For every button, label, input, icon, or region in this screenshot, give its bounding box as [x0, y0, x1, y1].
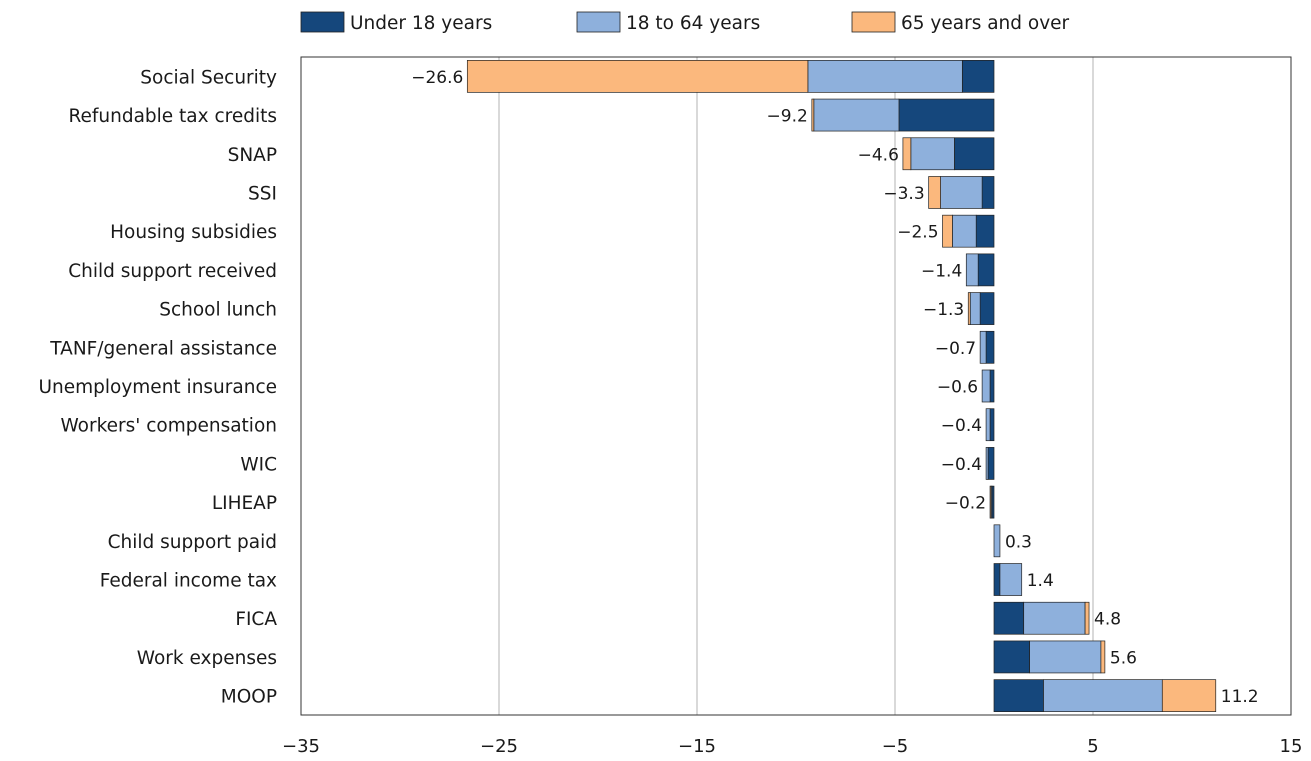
legend-swatch-18-to-64-years	[576, 11, 621, 33]
category-axis-labels: Social Security Refundable tax credits SNA…	[38, 67, 277, 707]
value-label-moop: 11.2	[1221, 687, 1259, 707]
x-tick-label: −35	[282, 736, 320, 757]
bar-segment-child-support-received-18-to-64-years	[965, 253, 979, 287]
bar-segment-social-security-18-to-64-years	[807, 60, 963, 93]
value-label-refundable-tax-credits: −9.2	[767, 107, 808, 127]
category-label-snap: SNAP	[228, 145, 277, 166]
bar-segment-ssi-65-years-and-over	[928, 176, 941, 209]
category-label-tanf-general-assistance: TANF/general assistance	[49, 338, 277, 359]
category-label-liheap: LIHEAP	[212, 493, 277, 514]
category-label-social-security: Social Security	[140, 67, 277, 88]
bar-stack-layer	[466, 60, 1217, 712]
value-label-fica: 4.8	[1094, 610, 1121, 630]
x-tick-label: 5	[1087, 736, 1098, 757]
legend-label-65-years-and-over: 65 years and over	[901, 13, 1070, 34]
bar-segment-tanf-general-assistance-under-18-years	[985, 330, 995, 364]
bar-segment-workers-compensation-under-18-years	[989, 408, 995, 442]
bar-segment-fica-18-to-64-years	[1023, 601, 1086, 635]
value-label-school-lunch: −1.3	[923, 300, 964, 320]
bar-segment-wic-under-18-years	[987, 447, 995, 480]
value-label-workers-compensation: −0.4	[941, 416, 982, 436]
bar-segment-unemployment-insurance-under-18-years	[989, 369, 995, 403]
bar-segment-wic-18-to-64-years	[985, 447, 989, 480]
value-label-unemployment-insurance: −0.6	[937, 378, 978, 398]
legend-swatch-under-18-years	[300, 11, 345, 33]
category-label-child-support-received: Child support received	[68, 261, 277, 282]
bar-segment-housing-subsidies-18-to-64-years	[952, 214, 977, 248]
bar-segment-refundable-tax-credits-under-18-years	[898, 98, 995, 132]
bar-segment-work-expenses-18-to-64-years	[1029, 640, 1102, 674]
value-label-tanf-general-assistance: −0.7	[935, 339, 976, 359]
bar-segment-workers-compensation-18-to-64-years	[985, 408, 991, 442]
bar-segment-refundable-tax-credits-18-to-64-years	[813, 98, 900, 132]
value-label-ssi: −3.3	[883, 184, 924, 204]
bar-segment-tanf-general-assistance-18-to-64-years	[979, 330, 987, 364]
value-label-snap: −4.6	[858, 145, 899, 165]
bar-segment-child-support-received-under-18-years	[977, 253, 995, 287]
value-label-wic: −0.4	[941, 455, 982, 475]
legend-label-18-to-64-years: 18 to 64 years	[626, 13, 760, 34]
bar-segment-school-lunch-65-years-and-over	[967, 292, 971, 325]
bar-segment-federal-income-tax-under-18-years	[993, 563, 1001, 596]
bar-segment-moop-under-18-years	[993, 679, 1044, 712]
bar-segment-child-support-paid-18-to-64-years	[993, 524, 1001, 558]
bar-segment-federal-income-tax-18-to-64-years	[999, 563, 1023, 596]
category-label-federal-income-tax: Federal income tax	[100, 571, 277, 592]
bar-segment-housing-subsidies-65-years-and-over	[942, 214, 953, 248]
bar-segment-school-lunch-18-to-64-years	[969, 292, 981, 325]
x-tick-label: 15	[1280, 736, 1303, 757]
bar-segment-fica-65-years-and-over	[1084, 601, 1090, 635]
bar-segment-moop-65-years-and-over	[1161, 679, 1217, 712]
x-axis-tick-labels: −35 −25 −15 −5 5 15	[282, 736, 1302, 757]
value-label-work-expenses: 5.6	[1110, 648, 1137, 668]
category-label-work-expenses: Work expenses	[137, 648, 277, 669]
value-label-child-support-paid: 0.3	[1005, 532, 1032, 552]
bar-segment-snap-65-years-and-over	[902, 137, 912, 171]
bar-segment-ssi-under-18-years	[981, 176, 995, 209]
bar-segment-work-expenses-65-years-and-over	[1100, 640, 1106, 674]
value-label-child-support-received: −1.4	[921, 261, 962, 281]
value-label-liheap: −0.2	[945, 494, 986, 514]
bar-segment-ssi-18-to-64-years	[940, 176, 983, 209]
category-label-workers-compensation: Workers' compensation	[60, 416, 277, 437]
chart-legend: Under 18 years 18 to 64 years 65 years and…	[300, 11, 1070, 34]
bar-segment-liheap-65-years-and-over	[989, 485, 992, 519]
category-label-wic: WIC	[240, 454, 277, 475]
bar-segment-snap-18-to-64-years	[910, 137, 955, 171]
category-label-moop: MOOP	[221, 687, 277, 708]
bar-segment-moop-18-to-64-years	[1043, 679, 1163, 712]
bar-segment-unemployment-insurance-18-to-64-years	[981, 369, 991, 403]
bar-segment-snap-under-18-years	[954, 137, 995, 171]
category-label-child-support-paid: Child support paid	[108, 532, 277, 553]
grid-lines	[498, 57, 1094, 715]
total-value-labels: −26.6 −9.2 −4.6 −3.3 −2.5 −1.4 −1.3 −0.7 −0.6 −0.…	[411, 68, 1258, 707]
value-label-housing-subsidies: −2.5	[897, 223, 938, 243]
value-label-social-security: −26.6	[411, 68, 463, 88]
bar-segment-housing-subsidies-under-18-years	[975, 214, 995, 248]
category-label-unemployment-insurance: Unemployment insurance	[38, 377, 277, 398]
bar-segment-school-lunch-under-18-years	[979, 292, 995, 325]
bar-segment-social-security-65-years-and-over	[466, 60, 809, 93]
x-tick-label: −5	[882, 736, 909, 757]
bar-segment-work-expenses-under-18-years	[993, 640, 1030, 674]
x-tick-label: −25	[480, 736, 518, 757]
bar-segment-refundable-tax-credits-65-years-and-over	[811, 98, 815, 132]
bar-segment-fica-under-18-years	[993, 601, 1025, 635]
value-label-federal-income-tax: 1.4	[1027, 571, 1054, 591]
category-label-refundable-tax-credits: Refundable tax credits	[68, 106, 277, 127]
legend-label-under-18-years: Under 18 years	[350, 13, 492, 34]
x-tick-label: −15	[678, 736, 716, 757]
category-label-fica: FICA	[235, 609, 277, 630]
plot-area-frame	[300, 56, 1292, 716]
category-label-housing-subsidies: Housing subsidies	[110, 222, 277, 243]
category-label-school-lunch: School lunch	[159, 300, 277, 321]
legend-swatch-65-years-and-over	[851, 11, 896, 33]
bar-segment-social-security-under-18-years	[961, 60, 995, 93]
category-label-ssi: SSI	[248, 183, 277, 204]
